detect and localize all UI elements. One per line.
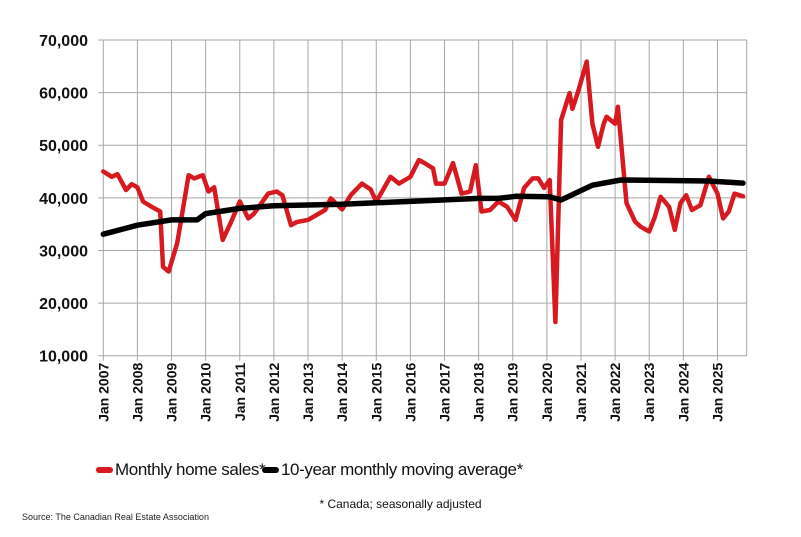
legend-label: Monthly home sales* [115,460,266,479]
x-tick-label: Jan 2015 [368,362,384,421]
x-tick-label: Jan 2014 [334,362,350,421]
legend-item-moving-average: 10-year monthly moving average* [262,460,523,480]
x-tick-label: Jan 2008 [129,362,145,421]
y-tick-label: 30,000 [39,243,88,260]
x-tick-label: Jan 2012 [266,362,282,421]
series-lines [100,59,746,325]
x-tick-label: Jan 2019 [505,362,521,421]
series-line-moving-average [100,177,746,237]
line-chart: 10,000 20,000 30,000 40,000 50,000 60,000 70,0… [39,33,748,422]
legend-swatch-black [262,467,279,473]
y-tick-label: 60,000 [39,86,88,103]
y-tick-label: 40,000 [39,191,88,208]
x-tick-label: Jan 2016 [402,362,418,421]
x-tick-label: Jan 2024 [675,362,691,421]
x-tick-label: Jan 2007 [95,362,111,421]
y-tick-label: 50,000 [39,138,88,155]
y-tick-label: 20,000 [39,296,88,313]
x-tick-label: Jan 2009 [164,362,180,421]
x-tick-label: Jan 2018 [471,362,487,421]
legend: Monthly home sales* 10-year monthly movi… [0,460,801,486]
x-tick-label: Jan 2011 [232,362,248,421]
x-tick-label: Jan 2017 [437,362,453,421]
y-tick-label: 70,000 [39,33,88,50]
x-tick-label: Jan 2025 [709,362,725,421]
x-tick-label: Jan 2021 [573,362,589,421]
footnote: * Canada; seasonally adjusted [319,497,482,511]
x-tick-label: Jan 2010 [198,362,214,421]
x-tick-label: Jan 2013 [300,362,316,421]
x-tick-label: Jan 2023 [641,362,657,421]
x-axis-ticks: Jan 2007 Jan 2008 Jan 2009 Jan 2010 Jan 2011… [95,362,725,421]
series-line-monthly-home-sales [101,59,746,325]
x-tick-label: Jan 2022 [607,362,623,421]
x-tick-label: Jan 2020 [539,362,555,421]
legend-label: 10-year monthly moving average* [281,460,523,479]
legend-item-monthly-sales: Monthly home sales* [96,460,266,480]
y-axis-ticks: 10,000 20,000 30,000 40,000 50,000 60,000 70,0… [39,33,88,366]
y-tick-label: 10,000 [39,349,88,366]
legend-swatch-red [96,467,113,473]
source-note: Source: The Canadian Real Estate Associa… [22,512,209,522]
